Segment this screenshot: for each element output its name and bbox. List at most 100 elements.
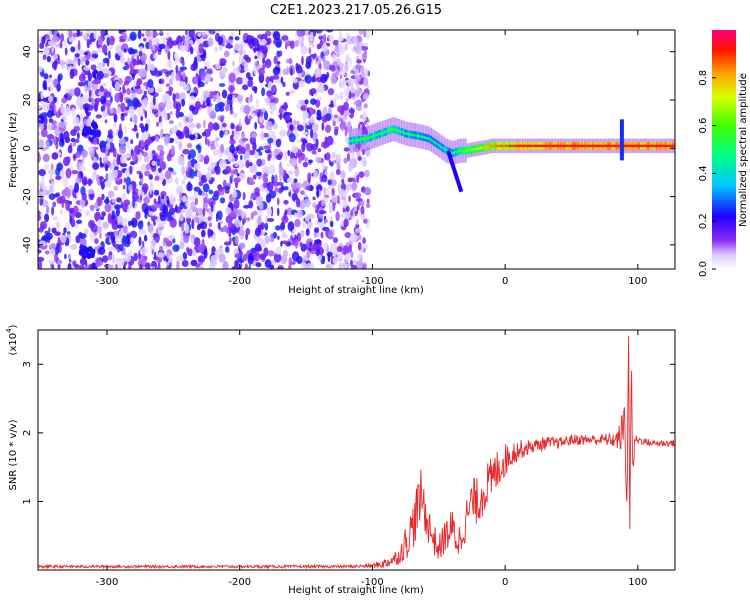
noise-speckle bbox=[327, 253, 331, 263]
noise-speckle bbox=[63, 106, 71, 116]
noise-speckle bbox=[193, 46, 197, 52]
snr-background bbox=[38, 330, 675, 570]
signal-core bbox=[482, 146, 485, 149]
noise-speckle bbox=[329, 243, 338, 254]
noise-speckle bbox=[170, 145, 175, 156]
signal-core bbox=[425, 136, 428, 139]
noise-speckle bbox=[115, 258, 121, 263]
noise-speckle bbox=[268, 190, 277, 199]
noise-speckle bbox=[40, 212, 43, 218]
noise-speckle bbox=[238, 242, 246, 250]
noise-speckle bbox=[194, 197, 198, 206]
noise-speckle bbox=[99, 157, 102, 162]
noise-speckle bbox=[38, 256, 45, 262]
signal-core bbox=[561, 144, 565, 148]
noise-speckle bbox=[234, 131, 241, 138]
noise-speckle bbox=[125, 106, 130, 111]
heatmap-frame bbox=[37, 29, 676, 270]
noise-speckle bbox=[291, 228, 295, 239]
noise-speckle bbox=[238, 65, 241, 73]
noise-speckle bbox=[176, 255, 184, 262]
noise-speckle bbox=[257, 215, 262, 226]
noise-speckle bbox=[265, 235, 271, 244]
noise-speckle bbox=[54, 62, 57, 71]
noise-speckle bbox=[269, 264, 275, 269]
noise-speckle bbox=[44, 163, 49, 171]
noise-speckle bbox=[335, 52, 341, 58]
signal-core bbox=[546, 144, 549, 148]
noise-speckle bbox=[343, 101, 349, 111]
signal-core bbox=[437, 143, 440, 147]
noise-speckle bbox=[362, 237, 366, 245]
noise-speckle bbox=[200, 104, 208, 109]
noise-speckle bbox=[363, 262, 367, 269]
noise-speckle bbox=[262, 57, 266, 64]
signal-core bbox=[358, 138, 361, 141]
noise-speckle bbox=[51, 43, 54, 54]
signal-core bbox=[421, 135, 424, 139]
noise-speckle bbox=[306, 221, 313, 229]
noise-speckle bbox=[116, 207, 120, 217]
noise-speckle bbox=[60, 103, 65, 114]
noise-speckle bbox=[168, 234, 175, 240]
signal-core bbox=[612, 144, 616, 148]
signal-core bbox=[538, 144, 541, 148]
noise-speckle bbox=[256, 111, 260, 118]
noise-speckle bbox=[324, 166, 328, 170]
noise-cluster-cell bbox=[86, 126, 92, 133]
noise-speckle bbox=[366, 203, 371, 209]
noise-speckle bbox=[295, 62, 300, 71]
noise-speckle bbox=[232, 60, 235, 67]
signal-core bbox=[555, 144, 558, 148]
noise-speckle bbox=[323, 186, 327, 196]
noise-speckle bbox=[342, 68, 346, 76]
noise-speckle bbox=[50, 163, 54, 171]
noise-speckle bbox=[46, 55, 51, 63]
noise-speckle bbox=[111, 210, 115, 221]
signal-core bbox=[528, 144, 531, 148]
noise-speckle bbox=[333, 97, 336, 108]
noise-speckle bbox=[114, 92, 121, 103]
noise-speckle bbox=[61, 136, 65, 146]
noise-speckle bbox=[274, 78, 282, 84]
noise-speckle bbox=[223, 225, 228, 232]
noise-speckle bbox=[89, 263, 93, 269]
noise-speckle bbox=[350, 259, 353, 267]
noise-speckle bbox=[300, 105, 307, 112]
noise-speckle bbox=[328, 206, 333, 214]
noise-speckle bbox=[262, 181, 267, 189]
noise-speckle bbox=[48, 259, 56, 265]
noise-speckle bbox=[203, 248, 208, 259]
noise-speckle bbox=[38, 139, 45, 149]
noise-speckle bbox=[185, 208, 193, 219]
signal-core bbox=[638, 144, 641, 148]
noise-speckle bbox=[314, 239, 322, 244]
signal-core bbox=[377, 133, 380, 136]
noise-speckle bbox=[119, 144, 127, 155]
noise-speckle bbox=[219, 130, 224, 138]
noise-speckle bbox=[322, 55, 326, 63]
noise-speckle bbox=[97, 36, 102, 46]
noise-speckle bbox=[279, 112, 283, 121]
noise-speckle bbox=[218, 253, 226, 263]
noise-speckle bbox=[97, 225, 103, 234]
noise-speckle bbox=[221, 122, 227, 128]
noise-speckle bbox=[306, 249, 311, 259]
noise-speckle bbox=[121, 251, 127, 256]
noise-speckle bbox=[126, 88, 131, 95]
signal-core bbox=[374, 134, 377, 137]
noise-speckle bbox=[343, 218, 349, 228]
noise-speckle bbox=[259, 52, 264, 59]
signal-core bbox=[491, 144, 495, 148]
noise-speckle bbox=[365, 121, 369, 130]
noise-speckle bbox=[203, 94, 207, 100]
signal-core bbox=[593, 144, 596, 148]
noise-speckle bbox=[114, 204, 122, 210]
noise-speckle bbox=[309, 241, 312, 247]
signal-core bbox=[434, 141, 437, 145]
signal-core bbox=[598, 144, 601, 148]
noise-speckle bbox=[206, 198, 215, 202]
noise-speckle bbox=[258, 67, 265, 76]
noise-speckle bbox=[141, 138, 144, 148]
noise-speckle bbox=[52, 201, 57, 207]
